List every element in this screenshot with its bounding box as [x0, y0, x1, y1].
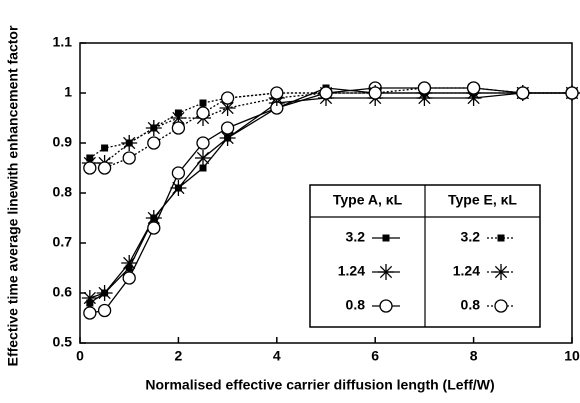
- legend-label: 3.2: [461, 229, 481, 245]
- marker-circle: [83, 306, 97, 320]
- marker-asterisk: [378, 264, 394, 280]
- x-tick-label: 0: [76, 348, 84, 364]
- marker-circle: [171, 166, 186, 180]
- marker-asterisk: [195, 150, 211, 166]
- x-tick-label: 4: [273, 348, 281, 364]
- marker-asterisk: [170, 180, 187, 196]
- series-line: [89, 87, 572, 169]
- marker-circle: [270, 86, 284, 100]
- marker-asterisk: [493, 264, 509, 280]
- marker-square: [382, 234, 390, 242]
- marker-circle: [171, 121, 186, 135]
- asterisk-arm: [172, 111, 185, 125]
- marker-circle: [97, 303, 112, 318]
- marker-asterisk: [219, 130, 236, 146]
- marker-circle: [466, 81, 481, 95]
- marker-asterisk: [121, 255, 138, 271]
- y-tick-label: 0.7: [53, 234, 73, 250]
- y-tick-label: 1.1: [53, 34, 73, 50]
- marker-circle: [147, 221, 161, 235]
- marker-circle: [220, 121, 235, 135]
- marker-circle: [565, 86, 579, 100]
- asterisk-arm: [123, 256, 136, 270]
- asterisk-arm: [98, 286, 111, 300]
- series-line: [89, 92, 572, 299]
- legend-label: 1.24: [338, 263, 365, 279]
- asterisk-arm: [147, 121, 160, 135]
- marker-circle: [494, 299, 508, 313]
- y-tick-label: 0.8: [53, 184, 73, 200]
- legend-group-title: Type A, κL: [333, 192, 403, 208]
- marker-circle: [319, 86, 333, 100]
- legend: Type A, κL 3.2 1.24 0.8 Type E, κL 3.2 1.24 0.8: [309, 184, 541, 328]
- asterisk-arm: [221, 101, 234, 115]
- y-axis-label: Effective time average linewith enhancem…: [5, 25, 21, 366]
- marker-circle: [122, 151, 136, 165]
- y-tick-label: 0.5: [53, 334, 73, 350]
- x-tick-label: 10: [564, 348, 580, 364]
- asterisk-arm: [172, 181, 185, 195]
- asterisk-arm: [196, 151, 210, 165]
- asterisk-arm: [379, 265, 393, 279]
- legend-label: 0.8: [346, 297, 366, 313]
- marker-circle: [220, 91, 235, 105]
- marker-circle: [196, 136, 210, 150]
- marker-circle: [379, 299, 393, 313]
- marker-circle: [516, 86, 530, 100]
- legend-label: 0.8: [461, 297, 481, 313]
- x-tick-label: 6: [371, 348, 379, 364]
- marker-circle: [196, 106, 210, 120]
- marker-asterisk: [145, 210, 162, 226]
- marker-circle: [97, 161, 112, 175]
- x-axis-label: Normalised effective carrier diffusion l…: [145, 377, 494, 393]
- marker-circle: [147, 136, 161, 150]
- legend-label: 1.24: [453, 263, 480, 279]
- marker-square: [199, 99, 207, 107]
- marker-square: [101, 144, 109, 152]
- legend-group-title: Type E, κL: [448, 192, 517, 208]
- marker-asterisk: [81, 290, 98, 306]
- marker-circle: [122, 271, 136, 285]
- y-tick-label: 0.6: [53, 284, 73, 300]
- asterisk-arm: [147, 211, 160, 225]
- marker-asterisk: [96, 285, 113, 301]
- legend-label: 3.2: [346, 229, 366, 245]
- marker-circle: [368, 86, 382, 100]
- asterisk-arm: [123, 136, 136, 150]
- asterisk-arm: [83, 291, 96, 305]
- x-tick-label: 2: [175, 348, 183, 364]
- marker-square: [199, 164, 207, 172]
- marker-asterisk: [145, 120, 162, 136]
- marker-circle: [83, 161, 97, 175]
- marker-square: [497, 234, 505, 242]
- asterisk-arm: [221, 131, 234, 145]
- y-tick-label: 0.9: [53, 134, 73, 150]
- series-line: [89, 87, 572, 314]
- y-tick-label: 1: [64, 84, 72, 100]
- series-line: [89, 92, 572, 164]
- marker-asterisk: [121, 135, 138, 151]
- marker-circle: [417, 81, 432, 95]
- asterisk-arm: [494, 265, 508, 279]
- x-tick-label: 8: [470, 348, 478, 364]
